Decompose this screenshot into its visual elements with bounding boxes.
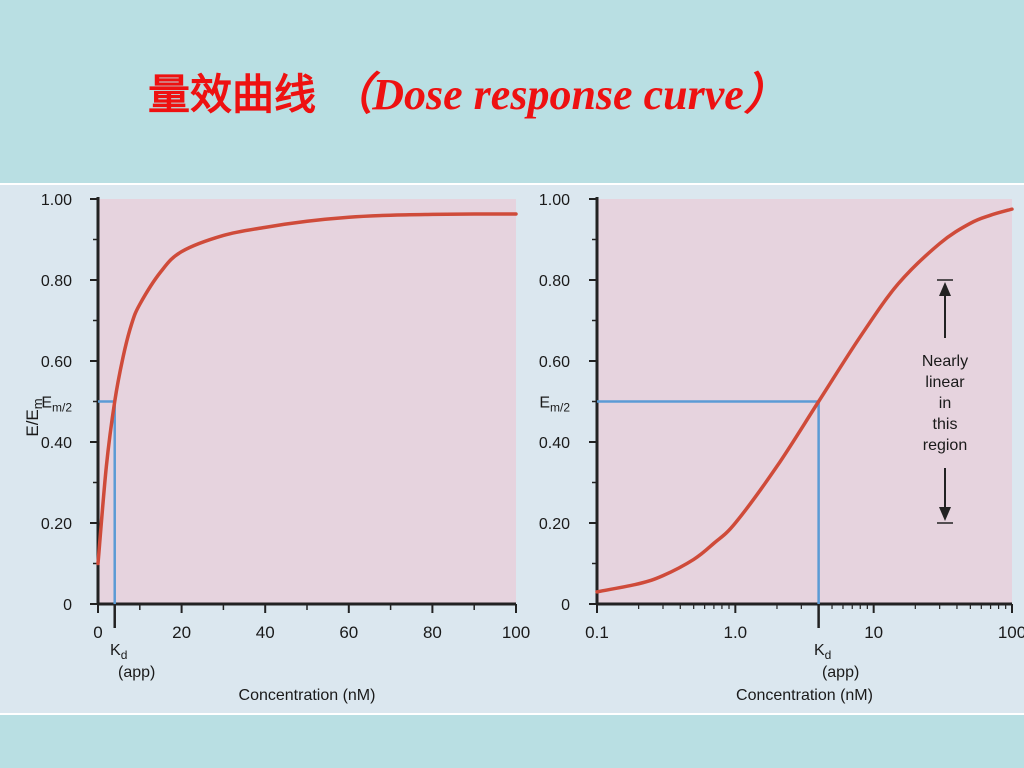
chart2-annotation-line: region xyxy=(923,437,967,454)
chart1-y-tick-label: 0.60 xyxy=(41,354,72,371)
chart1-plot-area xyxy=(98,199,516,604)
chart1-y-tick-label: 0.40 xyxy=(41,435,72,452)
chart1-kd-label: Kd xyxy=(110,642,127,662)
chart1-x-tick-label: 60 xyxy=(339,623,358,642)
chart2-dose-response-curve xyxy=(595,207,1014,594)
chart2-x-tick-label: 100 xyxy=(998,623,1024,642)
chart2-y-tick-label: 0.40 xyxy=(539,435,570,452)
slide-title: 量效曲线 （Dose response curve） xyxy=(148,58,788,119)
chart1-y-tick-label: 0 xyxy=(63,597,72,614)
title-chinese: 量效曲线 xyxy=(148,70,317,119)
chart2-x-tick-label: 0.1 xyxy=(585,623,609,642)
chart2-x-tick-label: 10 xyxy=(864,623,883,642)
chart1-x-tick-label: 100 xyxy=(502,623,530,642)
chart2-y-tick-label: 0.60 xyxy=(539,354,570,371)
chart2-kd-label: Kd xyxy=(814,642,831,662)
title-paren-close: ） xyxy=(743,70,788,119)
chart2-annotation-line: in xyxy=(939,395,951,412)
chart1-y-tick-label: 1.00 xyxy=(41,192,72,209)
chart1-x-axis-title: Concentration (nM) xyxy=(239,687,376,704)
chart2-annotation-arrow-down-head xyxy=(939,507,951,521)
title-english: Dose response curve xyxy=(372,70,744,119)
title-divider xyxy=(0,183,1024,185)
chart2-annotation-line: Nearly xyxy=(922,353,968,370)
chart1-dose-response-curve xyxy=(96,212,518,566)
chart1-x-tick-label: 40 xyxy=(256,623,275,642)
chart2-y-tick-label: 0.20 xyxy=(539,516,570,533)
dose-response-charts: 00.200.400.600.801.000 20 40 60 80 100Em/2Kd(… xyxy=(23,192,1024,704)
chart1-x-tick-label: 20 xyxy=(172,623,191,642)
chart1-x-tick-label: 0 xyxy=(93,623,102,642)
chart1-x-tick-label: 80 xyxy=(423,623,442,642)
chart2-y-tick-label: 0.80 xyxy=(539,273,570,290)
chart2-annotation-line: this xyxy=(933,416,958,433)
chart2-x-tick-label: 1.0 xyxy=(724,623,748,642)
chart2-y-tick-label: 0 xyxy=(561,597,570,614)
chart1-y-axis-title: E/Em xyxy=(23,398,45,436)
chart2-annotation-line: linear xyxy=(925,374,965,391)
chart2-em-half-label: Em/2 xyxy=(539,395,570,415)
chart2-x-axis-title: Concentration (nM) xyxy=(736,687,873,704)
chart1-y-tick-label: 0.20 xyxy=(41,516,72,533)
figure-bottom-border xyxy=(0,713,1024,715)
chart1-em-half-label: Em/2 xyxy=(41,395,72,415)
chart1-kd-app-label: (app) xyxy=(118,664,155,681)
figure-panel: 0 0.20 0.40 0.60 0.80 1.00 0 20 40 60 80 100 Em/2 Kd(… xyxy=(0,185,1024,713)
chart2-kd-app-label: (app) xyxy=(822,664,859,681)
chart2-y-tick-label: 1.00 xyxy=(539,192,570,209)
title-paren-open: （ xyxy=(328,70,373,119)
chart2-annotation-arrow-up-head xyxy=(939,282,951,296)
chart1-y-tick-label: 0.80 xyxy=(41,273,72,290)
